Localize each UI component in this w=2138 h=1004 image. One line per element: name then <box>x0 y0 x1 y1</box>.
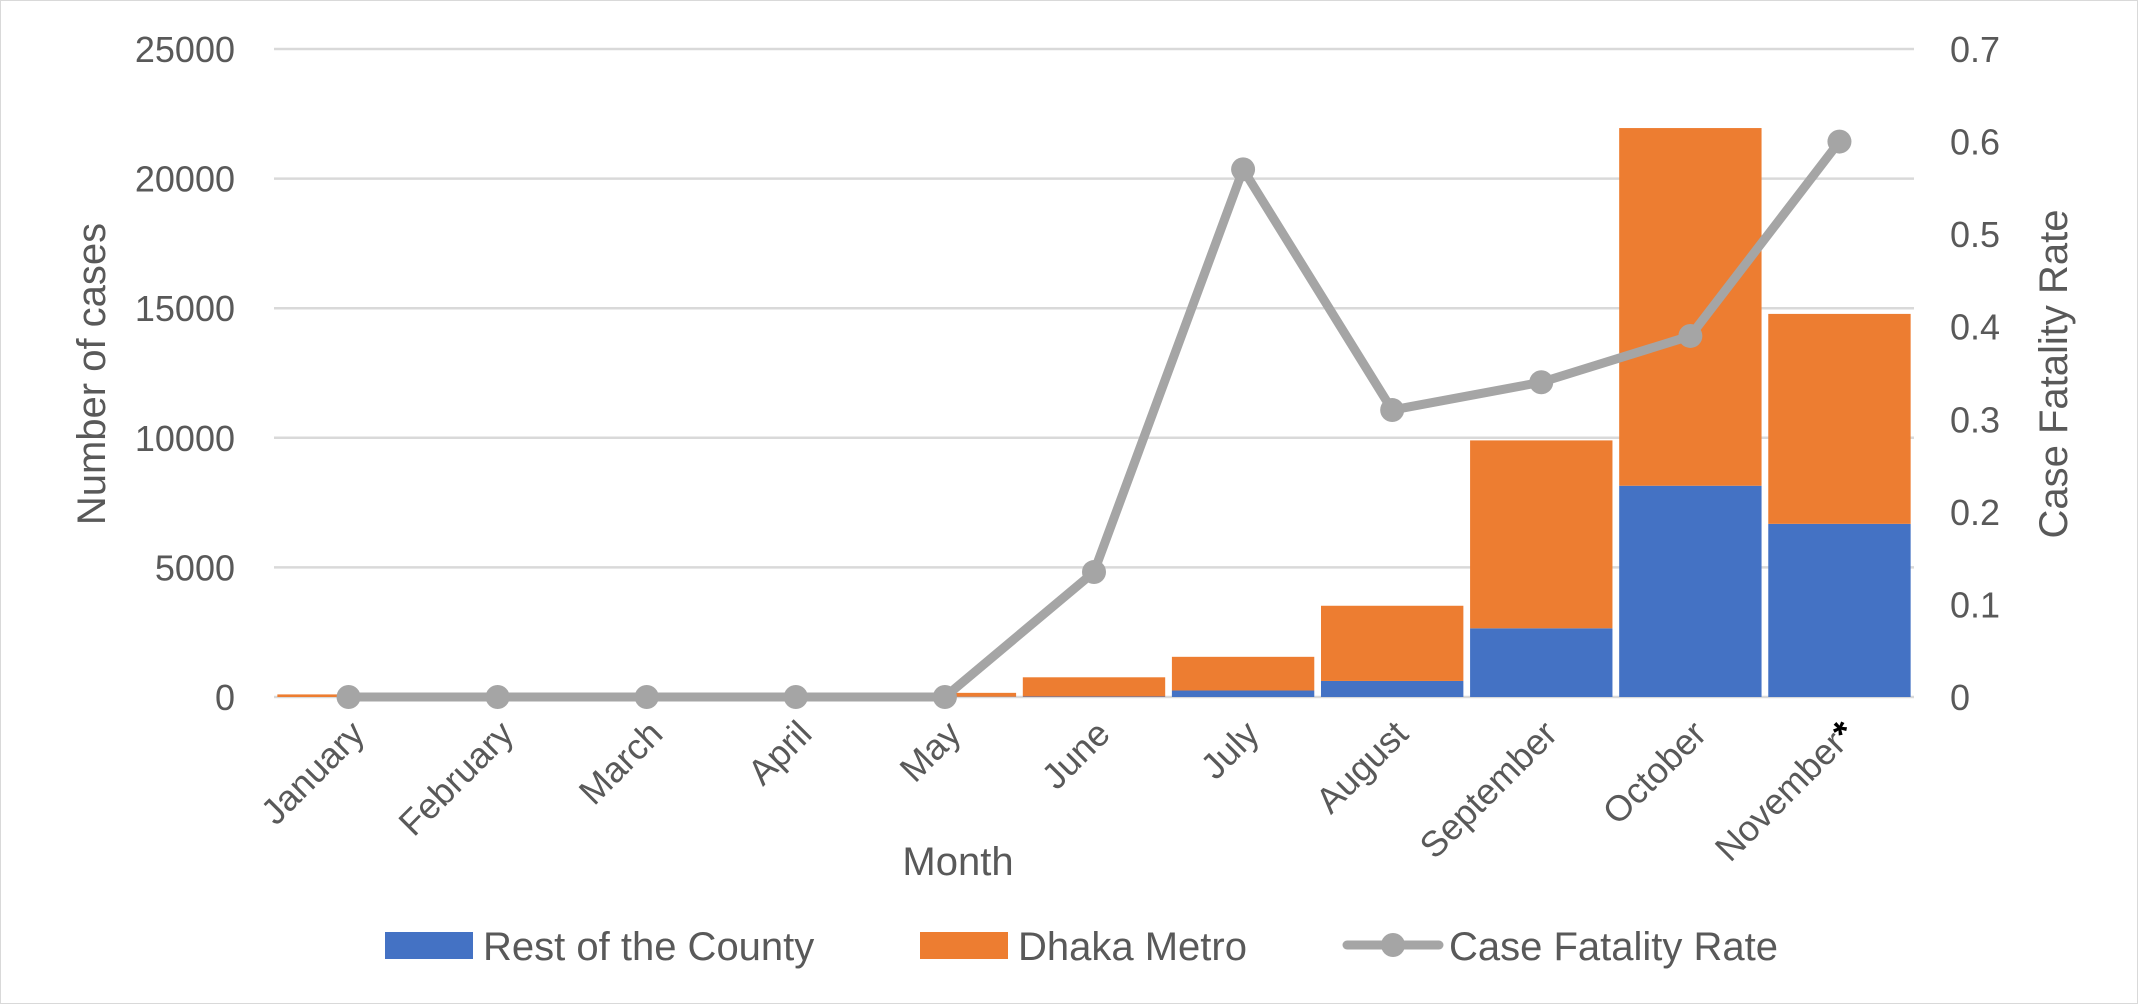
x-tick-label: February <box>390 713 521 844</box>
y-axis-left: 25000 20000 15000 10000 5000 0 <box>135 29 235 718</box>
x-tick-label: August <box>1308 713 1416 821</box>
x-tick-label: May <box>891 713 968 790</box>
bar-rest-of-county <box>1171 690 1315 697</box>
x-tick-label: September <box>1411 713 1565 867</box>
x-tick-label: June <box>1033 713 1117 797</box>
x-tick-label: November* <box>1707 713 1863 869</box>
y-tick-label: 20000 <box>135 159 235 200</box>
y2-tick-label: 0.1 <box>1950 584 2000 625</box>
legend-swatch-rest-of-county <box>385 932 473 959</box>
legend-label-dhaka-metro: Dhaka Metro <box>1018 925 1247 969</box>
cfr-point <box>336 685 361 709</box>
legend-item-rest-of-county: Rest of the County <box>385 925 814 969</box>
bar-rest-of-county <box>1768 523 1911 697</box>
bar-rest-of-county <box>1022 696 1166 697</box>
y-axis-title: Number of cases <box>70 223 114 525</box>
x-axis-title: Month <box>902 840 1013 884</box>
y2-tick-label: 0.5 <box>1950 214 2000 255</box>
bar-dhaka-metro <box>1171 656 1315 691</box>
bar-dhaka-metro <box>1768 313 1911 524</box>
y2-tick-label: 0.4 <box>1950 307 2000 348</box>
cfr-line <box>336 129 1852 709</box>
y-axis-right: 0.7 0.6 0.5 0.4 0.3 0.2 0.1 0 <box>1950 29 2000 718</box>
x-tick-label: October <box>1594 713 1714 833</box>
cfr-point <box>485 685 510 709</box>
y2-tick-label: 0.7 <box>1950 29 2000 70</box>
x-tick-label: January <box>253 713 373 833</box>
x-tick-label: April <box>740 713 820 793</box>
cfr-point <box>634 685 659 709</box>
cfr-point <box>932 685 957 709</box>
y-tick-label: 15000 <box>135 288 235 329</box>
legend-marker-case-fatality-rate <box>1381 933 1405 957</box>
legend: Rest of the County Dhaka Metro Case Fata… <box>385 925 1778 969</box>
cfr-point <box>1082 560 1106 585</box>
x-tick-label: March <box>571 713 671 813</box>
cfr-polyline <box>344 137 1844 702</box>
cfr-point <box>1380 398 1405 423</box>
x-tick-label: July <box>1192 713 1266 787</box>
legend-swatch-dhaka-metro <box>920 932 1008 959</box>
bar-rest-of-county <box>1470 628 1613 697</box>
cfr-point <box>1827 129 1852 154</box>
y-tick-label: 5000 <box>155 547 235 588</box>
x-axis: January February March April May June July Augu… <box>253 713 1863 869</box>
bar-dhaka-metro <box>1022 677 1166 697</box>
y2-tick-label: 0.3 <box>1950 399 2000 440</box>
cfr-point <box>1529 370 1554 395</box>
y-tick-label: 10000 <box>135 418 235 459</box>
y-tick-label: 25000 <box>135 29 235 70</box>
y2-tick-label: 0.6 <box>1950 122 2000 163</box>
cfr-point <box>783 685 808 709</box>
legend-item-dhaka-metro: Dhaka Metro <box>920 925 1247 969</box>
bar-dhaka-metro <box>1619 128 1762 486</box>
bar-rest-of-county <box>1320 680 1464 697</box>
bar-rest-of-county <box>1619 485 1762 697</box>
cfr-point <box>1678 323 1703 348</box>
bar-dhaka-metro <box>1320 605 1464 681</box>
legend-label-rest-of-county: Rest of the County <box>483 925 814 969</box>
bar-dhaka-metro <box>1470 440 1613 629</box>
legend-label-case-fatality-rate: Case Fatality Rate <box>1449 925 1778 969</box>
y2-tick-label: 0.2 <box>1950 492 2000 533</box>
bars <box>277 128 1911 697</box>
legend-item-case-fatality-rate: Case Fatality Rate <box>1342 925 1778 969</box>
cfr-point <box>1231 157 1256 182</box>
y-tick-label: 0 <box>215 677 235 718</box>
y2-axis-title: Case Fatality Rate <box>2032 209 2076 538</box>
y2-tick-label: 0 <box>1950 677 1970 718</box>
x-tick-label-asterisk: * <box>1824 713 1863 752</box>
